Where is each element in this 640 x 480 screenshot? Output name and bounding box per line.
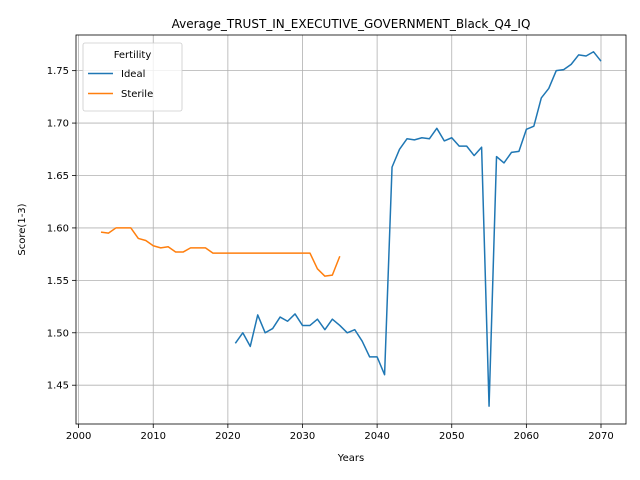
- legend-label-ideal: Ideal: [121, 69, 145, 80]
- legend-label-sterile: Sterile: [121, 89, 153, 100]
- x-tick-label: 2010: [141, 431, 166, 442]
- y-tick-label: 1.65: [47, 171, 69, 182]
- legend-title: Fertility: [114, 50, 152, 61]
- y-tick-label: 1.50: [47, 328, 69, 339]
- x-tick-label: 2060: [514, 431, 539, 442]
- y-tick-label: 1.60: [47, 223, 69, 234]
- x-tick-label: 2000: [66, 431, 91, 442]
- y-tick-label: 1.55: [47, 276, 69, 287]
- y-tick-label: 1.75: [47, 66, 69, 77]
- chart-title: Average_TRUST_IN_EXECUTIVE_GOVERNMENT_Bl…: [172, 17, 531, 31]
- x-axis: 2000 2010 2020 2030 2040 2050 2060 2070: [66, 424, 614, 442]
- legend: Fertility Ideal Sterile: [82, 42, 183, 112]
- x-axis-label: Years: [337, 453, 364, 464]
- axes-frame: [75, 34, 627, 425]
- series-lines: [100, 51, 602, 407]
- x-tick-label: 2050: [439, 431, 464, 442]
- x-tick-label: 2030: [290, 431, 315, 442]
- x-tick-label: 2040: [364, 431, 389, 442]
- series-line-ideal: [234, 51, 602, 407]
- y-axis: 1.45 1.50 1.55 1.60 1.65 1.70 1.75: [47, 66, 76, 392]
- x-tick-label: 2020: [215, 431, 240, 442]
- y-tick-label: 1.70: [47, 119, 69, 130]
- y-tick-label: 1.45: [47, 381, 69, 392]
- x-tick-label: 2070: [588, 431, 613, 442]
- axes-spines: [75, 34, 627, 425]
- y-axis-label: Score(1-3): [17, 203, 28, 255]
- series-line-sterile: [100, 227, 341, 277]
- grid: [76, 35, 626, 424]
